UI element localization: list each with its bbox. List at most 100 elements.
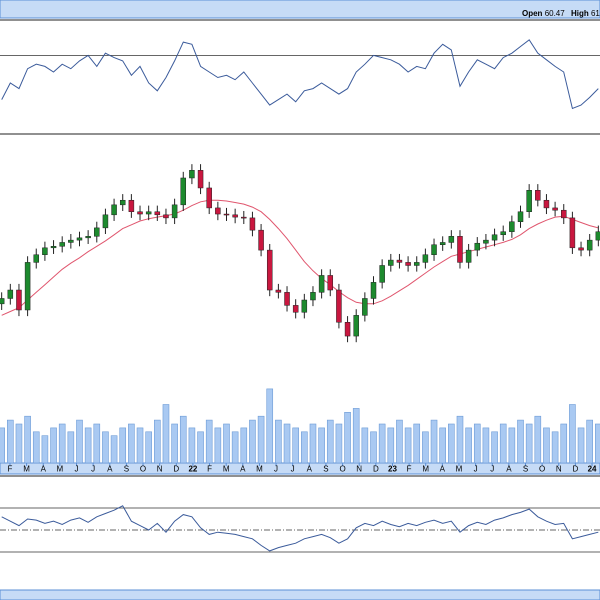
candle-body (344, 322, 351, 337)
candle-body (7, 289, 14, 299)
volume-bar (448, 423, 455, 464)
x-tick-label: S (124, 465, 129, 474)
volume-bar (119, 427, 127, 464)
volume-bar (223, 423, 230, 464)
volume-bar (15, 423, 23, 464)
candle-body (266, 249, 273, 291)
volume-bar (231, 431, 239, 464)
candle-body (206, 187, 212, 209)
candle-body (586, 239, 593, 251)
x-tick-label: D (373, 465, 379, 474)
volume-bar (128, 423, 135, 464)
candle-body (405, 262, 411, 266)
candle-body (362, 298, 368, 316)
candle-body (388, 259, 394, 266)
volume-bar (301, 431, 308, 464)
candle-body (474, 242, 481, 251)
candle-body (241, 216, 247, 219)
candle-body (232, 214, 238, 218)
candle-body (526, 190, 532, 212)
candle-body (16, 289, 22, 311)
volume-bar (240, 427, 248, 464)
volume-bar (326, 419, 334, 464)
candle-body (448, 236, 455, 243)
candle-body (379, 265, 385, 283)
volume-bar (24, 415, 31, 464)
candle-body (552, 207, 558, 211)
volume-bar (543, 427, 550, 464)
volume-bar (361, 427, 369, 464)
volume-bar (50, 427, 57, 464)
candle-body (491, 234, 498, 241)
x-tick-label: M (57, 465, 64, 474)
x-tick-label: A (307, 465, 313, 474)
candle-body (189, 170, 195, 179)
x-tick-label: A (440, 465, 446, 474)
x-tick-label: J (474, 465, 478, 474)
candle-body (111, 204, 117, 216)
x-tick-label: F (207, 465, 212, 474)
candle-body (68, 239, 74, 243)
candle-body (310, 292, 316, 301)
candle-body (509, 221, 515, 232)
volume-bar (404, 427, 412, 464)
x-tick-label: J (490, 465, 494, 474)
candle-body (595, 231, 600, 241)
volume-bar (136, 427, 144, 464)
volume-bar (534, 415, 542, 464)
candle-body (137, 211, 143, 215)
candle-body (215, 207, 221, 215)
x-tick-label: O (140, 465, 146, 474)
x-tick-label: N (157, 465, 163, 474)
x-tick-label: M (223, 465, 230, 474)
x-tick-label: M (256, 465, 263, 474)
volume-bar (422, 431, 429, 464)
moving-average (1, 199, 599, 316)
candle-body (543, 199, 550, 209)
candle-body (119, 199, 126, 206)
x-tick-label: A (240, 465, 246, 474)
x-tick-label: S (323, 465, 328, 474)
volume-bar (197, 431, 204, 464)
volume-bar (110, 435, 118, 464)
candle-body (154, 211, 161, 216)
candle-body (431, 244, 437, 255)
volume-bar (551, 431, 559, 464)
volume-bar (352, 408, 360, 464)
candle-body (301, 299, 308, 313)
volume-bar (517, 419, 524, 464)
x-tick-label: N (356, 465, 362, 474)
candle-body (171, 204, 178, 219)
volume-bar (7, 419, 14, 464)
volume-bar (162, 404, 170, 464)
x-tick-label: M (456, 465, 463, 474)
header-info: Open 60.47 High 61.45 (522, 9, 600, 18)
candle-body (42, 247, 48, 255)
candle-body (439, 242, 446, 245)
candle-body (24, 262, 31, 311)
volume-bar (171, 423, 178, 464)
volume-bar (560, 423, 568, 464)
candle-body (422, 254, 429, 263)
candle-body (535, 190, 541, 201)
candle-body (284, 292, 290, 306)
candle-body (353, 315, 359, 337)
x-tick-label: J (291, 465, 295, 474)
header-label: High (571, 9, 589, 18)
volume-bar (378, 423, 386, 464)
candle-body (180, 177, 187, 206)
candle-body (500, 231, 506, 236)
volume-bar (456, 415, 464, 464)
volume-bar (266, 388, 274, 464)
x-tick-label: A (41, 465, 47, 474)
x-tick-label: M (23, 465, 30, 474)
candle-body (292, 305, 299, 313)
candle-body (569, 217, 576, 249)
x-tick-label: J (274, 465, 278, 474)
candle-body (249, 217, 256, 231)
volume-bar (214, 427, 222, 464)
volume-bar (430, 419, 438, 464)
candle-body (145, 211, 152, 215)
candle-body (465, 249, 472, 263)
x-tick-label: O (339, 465, 345, 474)
